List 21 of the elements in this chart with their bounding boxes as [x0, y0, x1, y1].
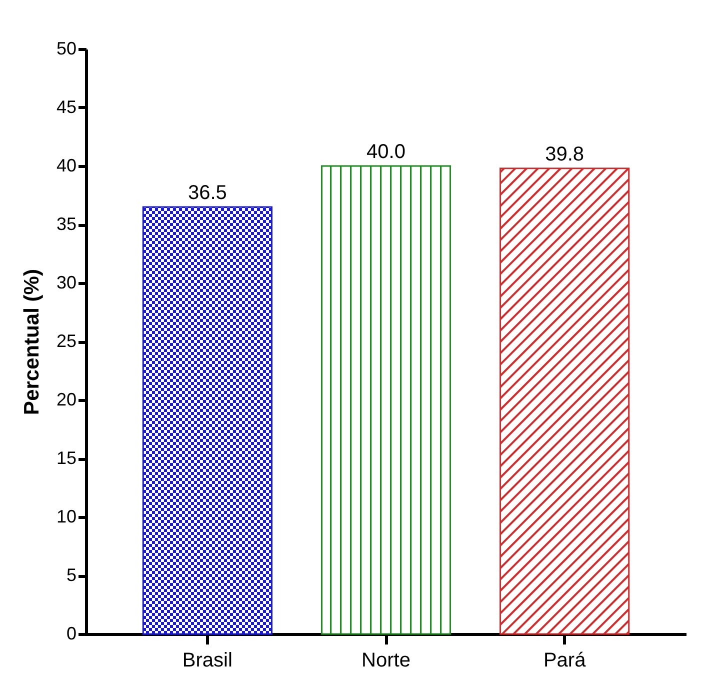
y-tick-label: 50	[56, 38, 76, 58]
data-label: 39.8	[545, 143, 584, 166]
data-label: 36.5	[188, 182, 227, 204]
x-tick-label: Norte	[362, 650, 410, 672]
x-tick-label: Pará	[543, 650, 587, 672]
y-tick-label: 10	[56, 506, 76, 526]
y-tick-label: 40	[56, 156, 76, 176]
data-label: 40.0	[366, 141, 406, 163]
x-tick-label: Brasil	[182, 650, 232, 672]
y-tick-label: 0	[66, 624, 76, 644]
y-tick-label: 5	[66, 565, 76, 585]
y-tick-label: 20	[56, 390, 76, 410]
y-axis-title: Percentual (%)	[20, 269, 44, 415]
bar	[142, 206, 272, 635]
y-tick-label: 30	[56, 272, 76, 292]
y-tick-label: 15	[56, 448, 76, 468]
y-tick-label: 45	[56, 97, 76, 117]
y-tick-label: 25	[56, 331, 76, 351]
bar	[500, 168, 630, 635]
y-tick-label: 35	[56, 214, 76, 234]
bar	[320, 165, 452, 635]
